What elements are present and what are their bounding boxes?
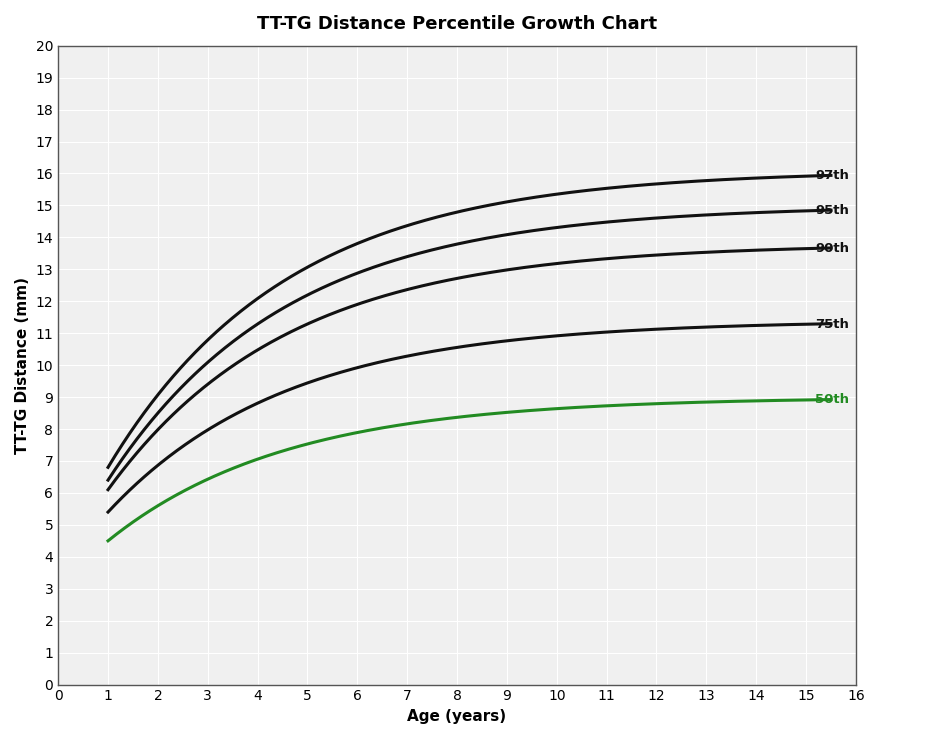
Text: 50th: 50th bbox=[815, 393, 849, 406]
Text: 97th: 97th bbox=[815, 169, 849, 183]
Text: 95th: 95th bbox=[815, 204, 849, 217]
X-axis label: Age (years): Age (years) bbox=[408, 709, 507, 724]
Title: TT-TG Distance Percentile Growth Chart: TT-TG Distance Percentile Growth Chart bbox=[257, 15, 657, 33]
Text: 90th: 90th bbox=[815, 242, 849, 255]
Text: 75th: 75th bbox=[815, 318, 849, 330]
Y-axis label: TT-TG Distance (mm): TT-TG Distance (mm) bbox=[15, 276, 30, 454]
